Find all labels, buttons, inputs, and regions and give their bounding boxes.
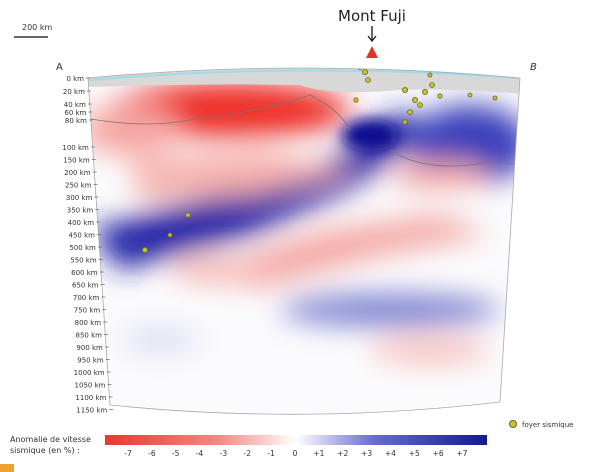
colorbar-tick-label: -4 bbox=[196, 449, 204, 458]
depth-label: 1050 km bbox=[75, 382, 106, 390]
colorbar-ticks: -7 -6 -5 -4 -3 -2 -1 0 +1 +2 +3 +4 +5 +6 +7 bbox=[124, 449, 467, 458]
corner-tab bbox=[0, 464, 14, 472]
colorbar-tick-label: +3 bbox=[361, 449, 372, 458]
colorbar-tick-label: -7 bbox=[124, 449, 132, 458]
depth-label: 850 km bbox=[75, 332, 102, 340]
depth-label: 400 km bbox=[68, 219, 95, 227]
depth-label: 450 km bbox=[68, 232, 95, 240]
depth-label: 200 km bbox=[64, 169, 91, 177]
colorbar-tick-label: 0 bbox=[293, 449, 298, 458]
depth-label: 150 km bbox=[63, 157, 90, 165]
depth-label: 550 km bbox=[70, 257, 97, 265]
colorbar-tick-label: -3 bbox=[220, 449, 228, 458]
depth-label: 100 km bbox=[62, 144, 89, 152]
arrow bbox=[368, 26, 376, 41]
depth-label: 0 km bbox=[66, 75, 84, 83]
scale-label: 200 km bbox=[22, 23, 52, 32]
depth-label: 800 km bbox=[75, 319, 102, 327]
colorbar bbox=[105, 435, 487, 445]
depth-label: 300 km bbox=[66, 194, 93, 202]
section-end: B bbox=[530, 62, 537, 73]
colorbar-tick-label: +5 bbox=[409, 449, 420, 458]
depth-label: 900 km bbox=[76, 344, 103, 352]
legend-label: foyer sismique bbox=[522, 421, 574, 429]
colorbar-tick-label: +6 bbox=[433, 449, 444, 458]
tomography bbox=[60, 50, 540, 430]
depth-label: 650 km bbox=[72, 282, 99, 290]
figure: 200 km Mont Fuji A B 0 km 20 km 40 km60 km… bbox=[0, 0, 589, 472]
depth-label: 500 km bbox=[69, 244, 96, 252]
scale-bar: 200 km bbox=[14, 23, 52, 37]
depth-label: 80 km bbox=[65, 117, 87, 125]
depth-label: 20 km bbox=[63, 88, 85, 96]
colorbar-tick-label: -6 bbox=[148, 449, 156, 458]
depth-label: 1000 km bbox=[74, 369, 105, 377]
depth-label: 600 km bbox=[71, 269, 98, 277]
depth-label: 1150 km bbox=[76, 407, 107, 415]
colorbar-tick-label: -1 bbox=[267, 449, 275, 458]
depth-label: 950 km bbox=[77, 357, 104, 365]
colorbar-title: sismique (en %) : bbox=[10, 446, 80, 455]
colorbar-tick-label: +1 bbox=[313, 449, 324, 458]
depth-label: 1100 km bbox=[75, 394, 106, 402]
colorbar-tick-label: +2 bbox=[337, 449, 348, 458]
colorbar-tick-label: -2 bbox=[244, 449, 252, 458]
depth-label: 350 km bbox=[67, 207, 94, 215]
section-start: A bbox=[56, 62, 63, 73]
depth-label: 750 km bbox=[74, 307, 101, 315]
depth-label: 40 km bbox=[64, 101, 86, 109]
depth-label: 700 km bbox=[73, 294, 100, 302]
colorbar-tick-label: +4 bbox=[385, 449, 396, 458]
volcano bbox=[366, 46, 378, 58]
colorbar-tick-label: +7 bbox=[456, 449, 467, 458]
colorbar-title: Anomalie de vitesse bbox=[10, 435, 91, 444]
legend-marker bbox=[510, 421, 517, 428]
volcano-label: Mont Fuji bbox=[338, 7, 406, 25]
depth-label: 250 km bbox=[65, 182, 92, 190]
colorbar-tick-label: -5 bbox=[172, 449, 180, 458]
depth-label: 60 km bbox=[64, 109, 86, 117]
